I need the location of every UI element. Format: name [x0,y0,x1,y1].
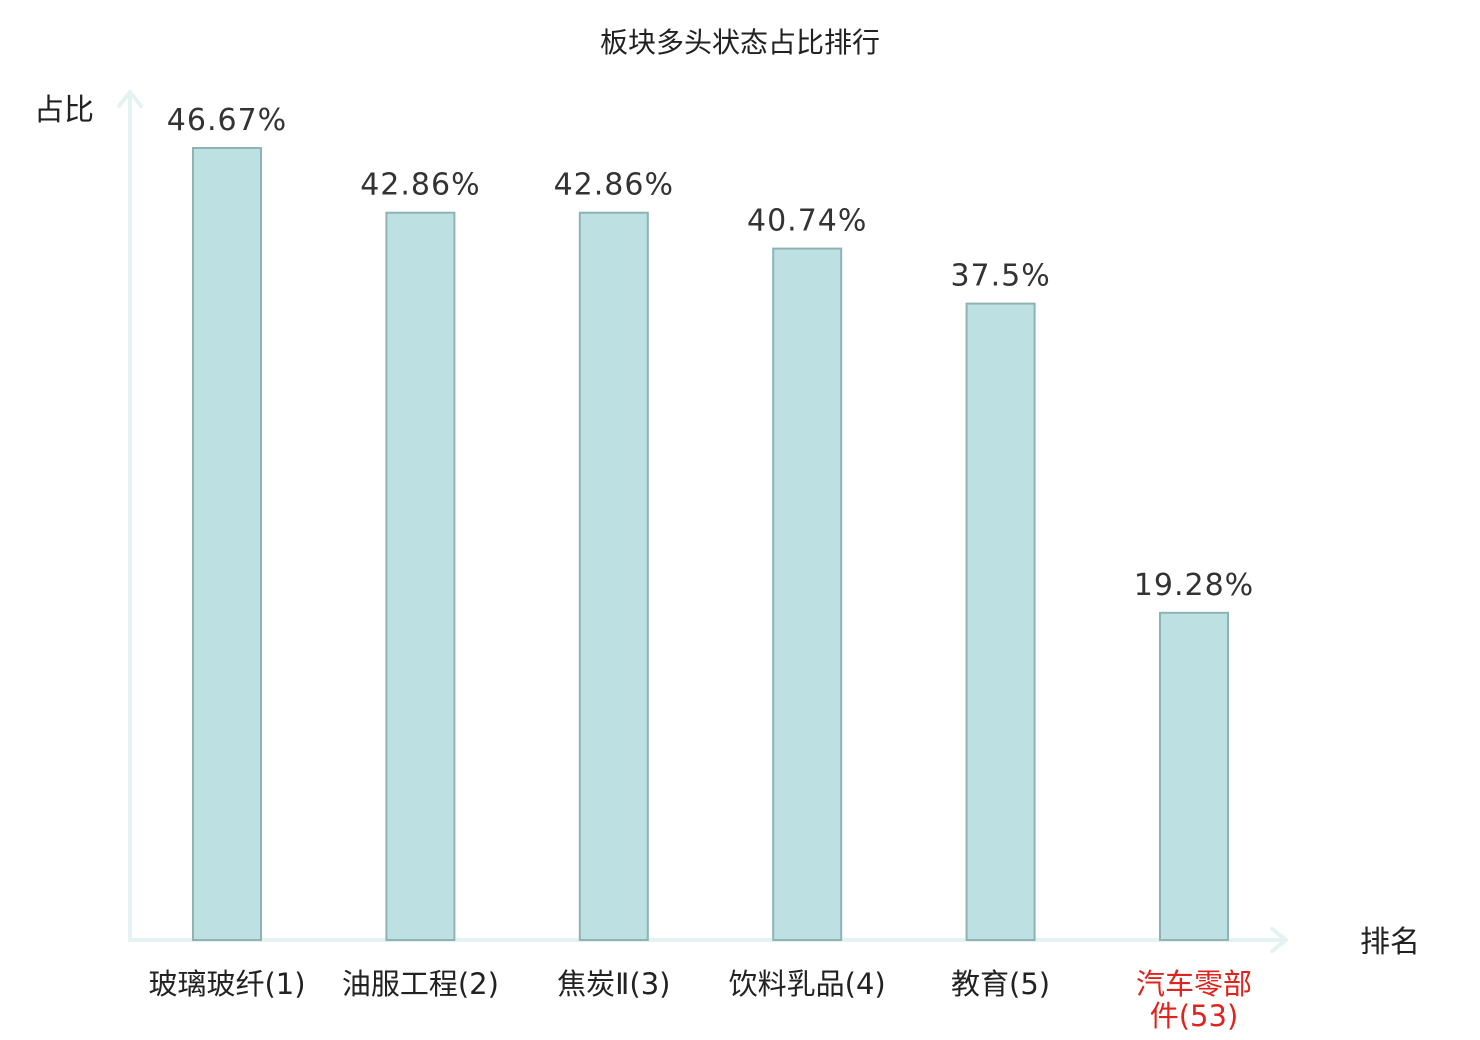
value-label-5: 37.5% [950,259,1050,294]
bar-3 [578,211,649,941]
category-label-3: 焦炭Ⅱ(3) [557,967,670,1001]
category-label-line: 汽车零部 [1136,967,1252,1001]
category-label-1: 玻璃玻纤(1) [148,967,305,1001]
category-label-5: 教育(5) [951,967,1050,1001]
y-axis-label: 占比 [34,93,94,128]
category-label-line: 玻璃玻纤(1) [148,967,305,1001]
category-label-2: 油服工程(2) [342,967,499,1001]
x-axis-label: 排名 [1360,925,1420,960]
bar-4 [772,247,843,942]
y-axis [117,90,143,942]
category-label-line: 饮料乳品(4) [729,967,886,1001]
value-label-4: 40.74% [747,204,867,239]
bar-6 [1159,611,1229,941]
category-label-6: 汽车零部件(53) [1136,967,1252,1033]
category-labels: 玻璃玻纤(1) 油服工程(2) 焦炭Ⅱ(3) 饮料乳品(4) 教育(5) 汽车零部件(53… [148,967,1252,1033]
value-label-3: 42.86% [554,168,674,203]
value-label-1: 46.67% [167,103,287,138]
x-axis [128,927,1288,953]
bars [192,147,1229,942]
bar-1 [192,147,262,941]
category-label-line: 教育(5) [951,967,1050,1001]
category-label-line: 件(53) [1150,999,1239,1033]
category-label-line: 油服工程(2) [342,967,499,1001]
chart-title: 板块多头状态占比排行 [600,26,880,59]
category-label-line: 焦炭Ⅱ(3) [557,967,670,1001]
value-labels: 46.67% 42.86% 42.86% 40.74% 37.5% 19.28% [167,103,1254,603]
value-label-2: 42.86% [360,168,480,203]
bar-2 [385,211,456,941]
bar-5 [965,302,1036,942]
category-label-4: 饮料乳品(4) [729,967,886,1001]
value-label-6: 19.28% [1134,568,1254,603]
